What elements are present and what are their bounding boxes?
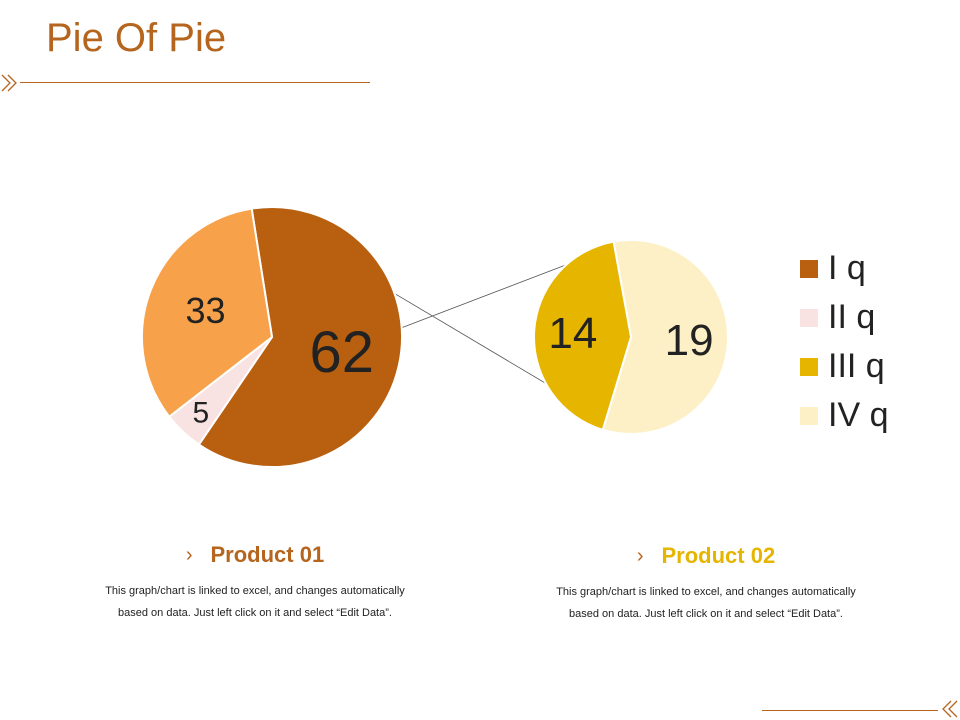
pie-slice-other <box>141 207 274 419</box>
product-description-line: based on data. Just left click on it and… <box>569 608 843 620</box>
legend-label: IV q <box>828 396 889 434</box>
double-chevron-left-icon <box>942 700 958 718</box>
product-title: Product 01 <box>210 542 325 567</box>
chart-legend: I q II q III q IV q <box>800 244 888 440</box>
legend-item-iii-q: III q <box>800 342 888 391</box>
legend-swatch <box>800 406 818 425</box>
legend-swatch <box>800 308 818 327</box>
page-title: Pie Of Pie <box>46 16 227 60</box>
legend-swatch <box>800 357 818 376</box>
double-chevron-right-icon <box>1 74 17 92</box>
product-description: This graph/chart is linked to excel, and… <box>55 580 455 624</box>
legend-label: II q <box>828 298 876 336</box>
product-01-block: › Product 01 This graph/chart is linked … <box>55 540 455 624</box>
legend-swatch <box>800 259 818 278</box>
chevron-right-icon: › <box>636 544 644 567</box>
footer-rule <box>762 710 938 711</box>
data-label-i-q: 62 <box>310 320 375 385</box>
data-label-ii-q: 5 <box>192 396 209 429</box>
legend-label: III q <box>828 347 885 385</box>
chevron-right-icon: › <box>185 543 193 566</box>
product-description-line: This graph/chart is linked to excel, and… <box>105 585 405 597</box>
product-02-block: › Product 02 This graph/chart is linked … <box>506 541 906 625</box>
pie-slice-iv-q <box>601 239 729 435</box>
product-description-line: based on data. Just left click on it and… <box>118 607 392 619</box>
data-label-iii-q: 14 <box>548 309 597 358</box>
legend-item-iv-q: IV q <box>800 391 888 440</box>
pie-slice-i-q <box>197 206 403 468</box>
data-label-other: 33 <box>185 290 225 331</box>
product-title: Product 02 <box>661 543 776 568</box>
title-underline <box>20 82 370 83</box>
legend-item-i-q: I q <box>800 244 888 293</box>
pie-slice-iii-q <box>533 240 633 432</box>
product-description: This graph/chart is linked to excel, and… <box>506 581 906 625</box>
product-description-line: This graph/chart is linked to excel, and… <box>556 586 856 598</box>
legend-item-ii-q: II q <box>800 293 888 342</box>
data-label-iv-q: 19 <box>665 316 714 365</box>
legend-label: I q <box>828 249 866 287</box>
